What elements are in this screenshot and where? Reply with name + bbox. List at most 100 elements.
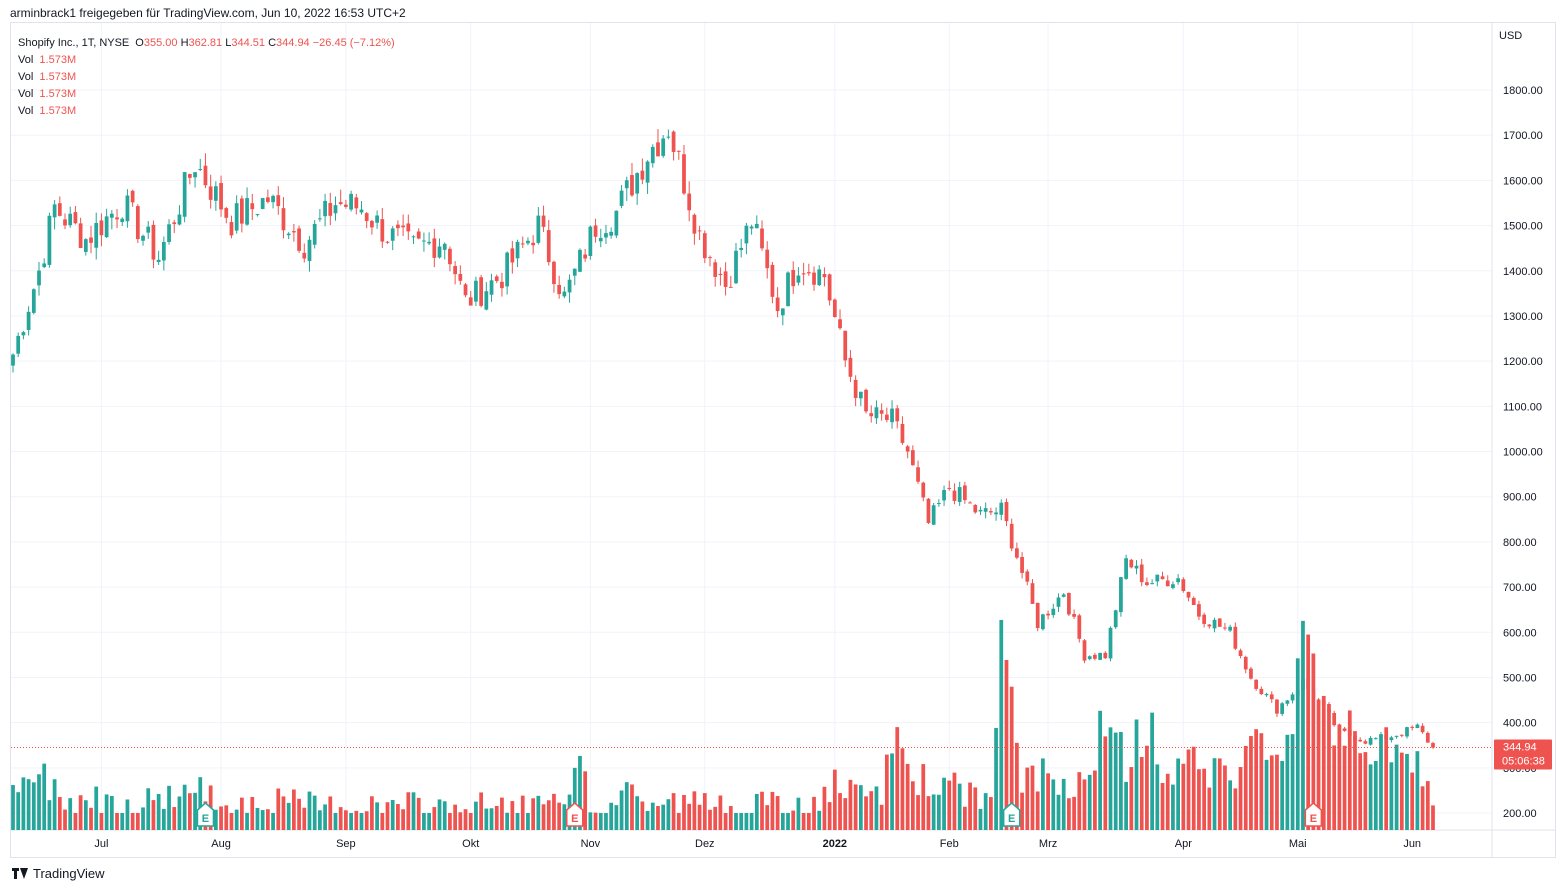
volume-bar — [302, 807, 307, 830]
price-tick-label: 600.00 — [1503, 627, 1537, 639]
candle-body — [832, 299, 837, 318]
volume-bar — [869, 791, 874, 830]
earnings-marker: E — [1002, 802, 1021, 827]
candle-body — [968, 502, 972, 504]
time-tick-label: Aug — [211, 838, 231, 850]
volume-bar — [198, 777, 203, 830]
candle-body — [619, 190, 624, 206]
candle-body — [520, 243, 525, 245]
candle-body — [905, 446, 910, 452]
candle-body — [989, 511, 993, 513]
volume-bar — [723, 813, 728, 830]
volume-bar — [1061, 778, 1066, 830]
volume-bar — [1342, 745, 1347, 830]
volume-bar — [520, 795, 525, 830]
candle-body — [318, 218, 322, 220]
volume-bar — [364, 811, 369, 830]
candle-body — [1009, 523, 1014, 549]
volume-bar — [957, 783, 962, 830]
legend-high-label: H — [180, 37, 189, 49]
volume-bar — [484, 808, 489, 830]
candle-body — [1285, 700, 1290, 704]
candle-body — [718, 273, 723, 276]
legend-ohlc-row: Shopify Inc., 1T, NYSE O355.00 H362.81 L3… — [18, 35, 395, 52]
candle-body — [1046, 613, 1050, 616]
volume-bar — [1311, 653, 1316, 830]
candle-body — [843, 330, 848, 361]
volume-bar — [994, 727, 998, 830]
candle-body — [1025, 571, 1030, 582]
candle-body — [1004, 502, 1009, 522]
chart-frame[interactable] — [10, 22, 1556, 858]
candle-body — [1405, 727, 1409, 737]
candle-body — [16, 335, 21, 354]
volume-bar — [1363, 752, 1368, 830]
volume-bar — [396, 804, 400, 830]
candle-body — [765, 249, 770, 269]
candle-body — [1072, 614, 1076, 617]
volume-bar — [1306, 634, 1311, 830]
volume-bar — [1103, 736, 1108, 830]
price-tick-label: 1400.00 — [1503, 266, 1543, 278]
candle-body — [99, 220, 104, 236]
candle-body — [1238, 650, 1243, 657]
volume-bar — [640, 801, 645, 830]
time-axis: Jul Aug Sep Okt Nov Dez 2022 Feb Mrz Apr Mai Jun — [94, 838, 1421, 850]
volume-bar — [1285, 734, 1290, 830]
volume-bar — [125, 799, 130, 830]
volume-bar — [344, 810, 348, 830]
candle-body — [864, 389, 868, 412]
volume-bar — [401, 809, 405, 830]
volume-bar — [1030, 765, 1035, 830]
volume-bar — [390, 800, 395, 830]
candle-body — [281, 208, 286, 231]
candle-body — [947, 487, 952, 489]
candle-body — [370, 220, 374, 228]
candle-body — [936, 503, 941, 505]
footer-brand[interactable]: TradingView — [12, 866, 105, 881]
candle-body — [900, 423, 905, 443]
volume-bar — [255, 807, 260, 830]
volume-bar — [947, 780, 952, 830]
volume-bar — [73, 813, 78, 830]
candle-body — [526, 240, 530, 244]
candle-body — [1233, 626, 1238, 649]
candle-body — [1056, 597, 1061, 607]
volume-bar — [1332, 745, 1337, 830]
candle-body — [1139, 564, 1144, 583]
last-price-value: 344.94 — [1503, 742, 1537, 754]
volume-bar — [193, 792, 197, 830]
candle-body — [1363, 741, 1368, 744]
volume-label: Vol — [18, 54, 34, 66]
time-tick-label: Dez — [695, 838, 715, 850]
candle-body — [94, 222, 99, 248]
volume-bar — [500, 797, 504, 830]
candle-body — [411, 236, 416, 238]
volume-bar — [1082, 779, 1087, 830]
volume-bar — [1280, 760, 1285, 830]
candle-body — [1207, 624, 1212, 627]
time-tick-label: Feb — [940, 838, 959, 850]
volume-bar — [1233, 788, 1238, 830]
volume-label: Vol — [18, 105, 34, 117]
volume-bar — [1067, 798, 1071, 830]
volume-bar — [323, 804, 327, 830]
price-tick-label: 800.00 — [1503, 537, 1537, 549]
candle-body — [999, 502, 1004, 515]
volume-bar — [1223, 765, 1227, 830]
volume-bar — [775, 796, 780, 830]
candle-body — [385, 241, 390, 243]
time-tick-label: Okt — [462, 838, 479, 850]
volume-bar — [661, 804, 666, 830]
volume-bar — [812, 796, 816, 830]
volume-bar — [1259, 733, 1264, 830]
volume-bar — [895, 727, 900, 830]
volume-bar — [94, 786, 99, 830]
earnings-marker-label: E — [1310, 813, 1317, 825]
volume-bar — [931, 794, 936, 830]
volume-bar — [1373, 761, 1378, 830]
price-tick-label: 1200.00 — [1503, 356, 1543, 368]
candle-body — [890, 408, 894, 423]
